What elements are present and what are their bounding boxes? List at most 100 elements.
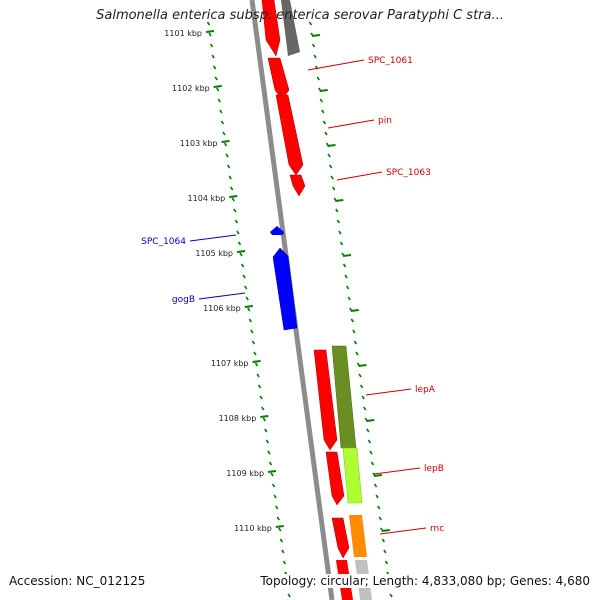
minor-tick-right: [381, 538, 386, 543]
major-tick-right: [366, 419, 375, 422]
minor-tick-left: [250, 329, 254, 334]
minor-tick-left: [228, 175, 232, 180]
gene-label-pin[interactable]: pin: [378, 116, 392, 126]
minor-tick-right: [373, 483, 378, 488]
gene-label-rnc[interactable]: rnc: [430, 524, 444, 534]
minor-tick-left: [219, 109, 223, 114]
minor-tick-right: [352, 329, 356, 334]
major-tick-left: [275, 525, 284, 528]
minor-tick-left: [211, 54, 215, 59]
minor-tick-right: [324, 131, 328, 136]
cog-block-top: [281, 0, 300, 56]
gene-label-spc1064[interactable]: SPC_1064: [141, 237, 186, 247]
minor-tick-left: [236, 230, 240, 235]
callout-line: [327, 119, 375, 129]
accession-text: Accession: NC_012125: [9, 574, 146, 588]
minor-tick-right: [375, 494, 379, 499]
minor-tick-right: [327, 153, 331, 158]
major-tick-left: [267, 470, 277, 473]
minor-tick-left: [226, 164, 231, 169]
gene-label-spc1063[interactable]: SPC_1063: [386, 168, 431, 178]
cog-block-rnc: [349, 515, 367, 557]
tick-label: 1101 kbp: [164, 29, 202, 38]
minor-tick-left: [217, 98, 221, 103]
minor-tick-left: [222, 131, 226, 136]
callout-line: [373, 467, 421, 475]
gene-arrow-spc1063[interactable]: [289, 174, 306, 197]
topology-summary: Topology: circular; Length: 4,833,080 bp…: [258, 574, 590, 588]
callout-line: [307, 59, 365, 71]
gene-label-lepb[interactable]: lepB: [424, 464, 444, 474]
major-tick-left: [229, 195, 238, 198]
gene-arrow-pin[interactable]: [275, 94, 304, 176]
minor-tick-right: [335, 208, 339, 213]
gene-arrow-spc1061[interactable]: [267, 57, 290, 101]
genome-title: Salmonella enterica subsp. enterica sero…: [96, 8, 504, 23]
minor-tick-left: [216, 87, 220, 92]
major-tick-right: [319, 89, 328, 92]
minor-tick-right: [346, 285, 350, 290]
major-tick-right: [311, 34, 321, 37]
callout-line: [365, 388, 412, 396]
minor-tick-right: [363, 406, 367, 411]
gene-arrow-spc1064[interactable]: [270, 226, 284, 235]
minor-tick-right: [322, 120, 327, 125]
minor-tick-left: [233, 208, 237, 213]
minor-tick-left: [230, 186, 234, 191]
minor-tick-left: [282, 560, 287, 565]
gene-arrow-lepa[interactable]: [313, 349, 338, 451]
minor-tick-left: [220, 120, 225, 125]
minor-tick-right: [344, 274, 348, 279]
minor-tick-right: [311, 43, 316, 48]
minor-tick-left: [208, 32, 212, 37]
tick-label: 1103 kbp: [180, 139, 218, 148]
minor-tick-right: [378, 516, 382, 521]
minor-tick-right: [338, 230, 342, 235]
minor-tick-left: [271, 483, 276, 488]
minor-tick-right: [350, 318, 354, 323]
minor-tick-left: [231, 197, 235, 202]
gene-label-spc1061[interactable]: SPC_1061: [368, 56, 413, 66]
tick-label: 1105 kbp: [195, 249, 233, 258]
minor-tick-left: [214, 76, 218, 81]
gene-features: [261, 0, 372, 600]
gene-arrow-gogb[interactable]: [272, 247, 298, 331]
tick-label: 1102 kbp: [172, 84, 210, 93]
gene-label-gogb[interactable]: gogB: [172, 295, 195, 305]
minor-tick-right: [336, 219, 341, 224]
gene-label-lepa[interactable]: lepA: [415, 385, 436, 395]
gene-arrow-rnc[interactable]: [331, 517, 350, 559]
minor-tick-left: [234, 219, 239, 224]
minor-tick-right: [369, 450, 373, 455]
minor-tick-left: [251, 340, 256, 345]
minor-tick-left: [281, 549, 285, 554]
minor-tick-left: [223, 142, 228, 147]
minor-tick-left: [268, 461, 273, 466]
major-tick-left: [221, 140, 230, 143]
tick-label: 1110 kbp: [234, 524, 272, 533]
minor-tick-left: [275, 505, 279, 510]
minor-tick-left: [279, 538, 284, 543]
cog-block-lepb: [342, 447, 363, 504]
gene-arrow-lepb[interactable]: [325, 451, 345, 506]
right-tick-track: [308, 21, 398, 598]
major-tick-left: [260, 415, 269, 418]
minor-tick-left: [242, 274, 246, 279]
minor-tick-left: [270, 472, 274, 477]
minor-tick-right: [347, 296, 351, 301]
tick-label: 1104 kbp: [188, 194, 226, 203]
minor-tick-left: [273, 494, 277, 499]
minor-tick-right: [319, 98, 323, 103]
minor-tick-left: [209, 43, 214, 48]
minor-tick-right: [389, 593, 393, 598]
major-tick-right: [358, 364, 367, 367]
minor-tick-left: [212, 65, 217, 70]
minor-tick-left: [278, 527, 282, 532]
minor-tick-left: [257, 384, 262, 389]
gene-arrow-spc1060[interactable]: [261, 0, 281, 57]
minor-tick-left: [262, 417, 266, 422]
minor-tick-left: [259, 395, 263, 400]
minor-tick-left: [287, 593, 291, 598]
